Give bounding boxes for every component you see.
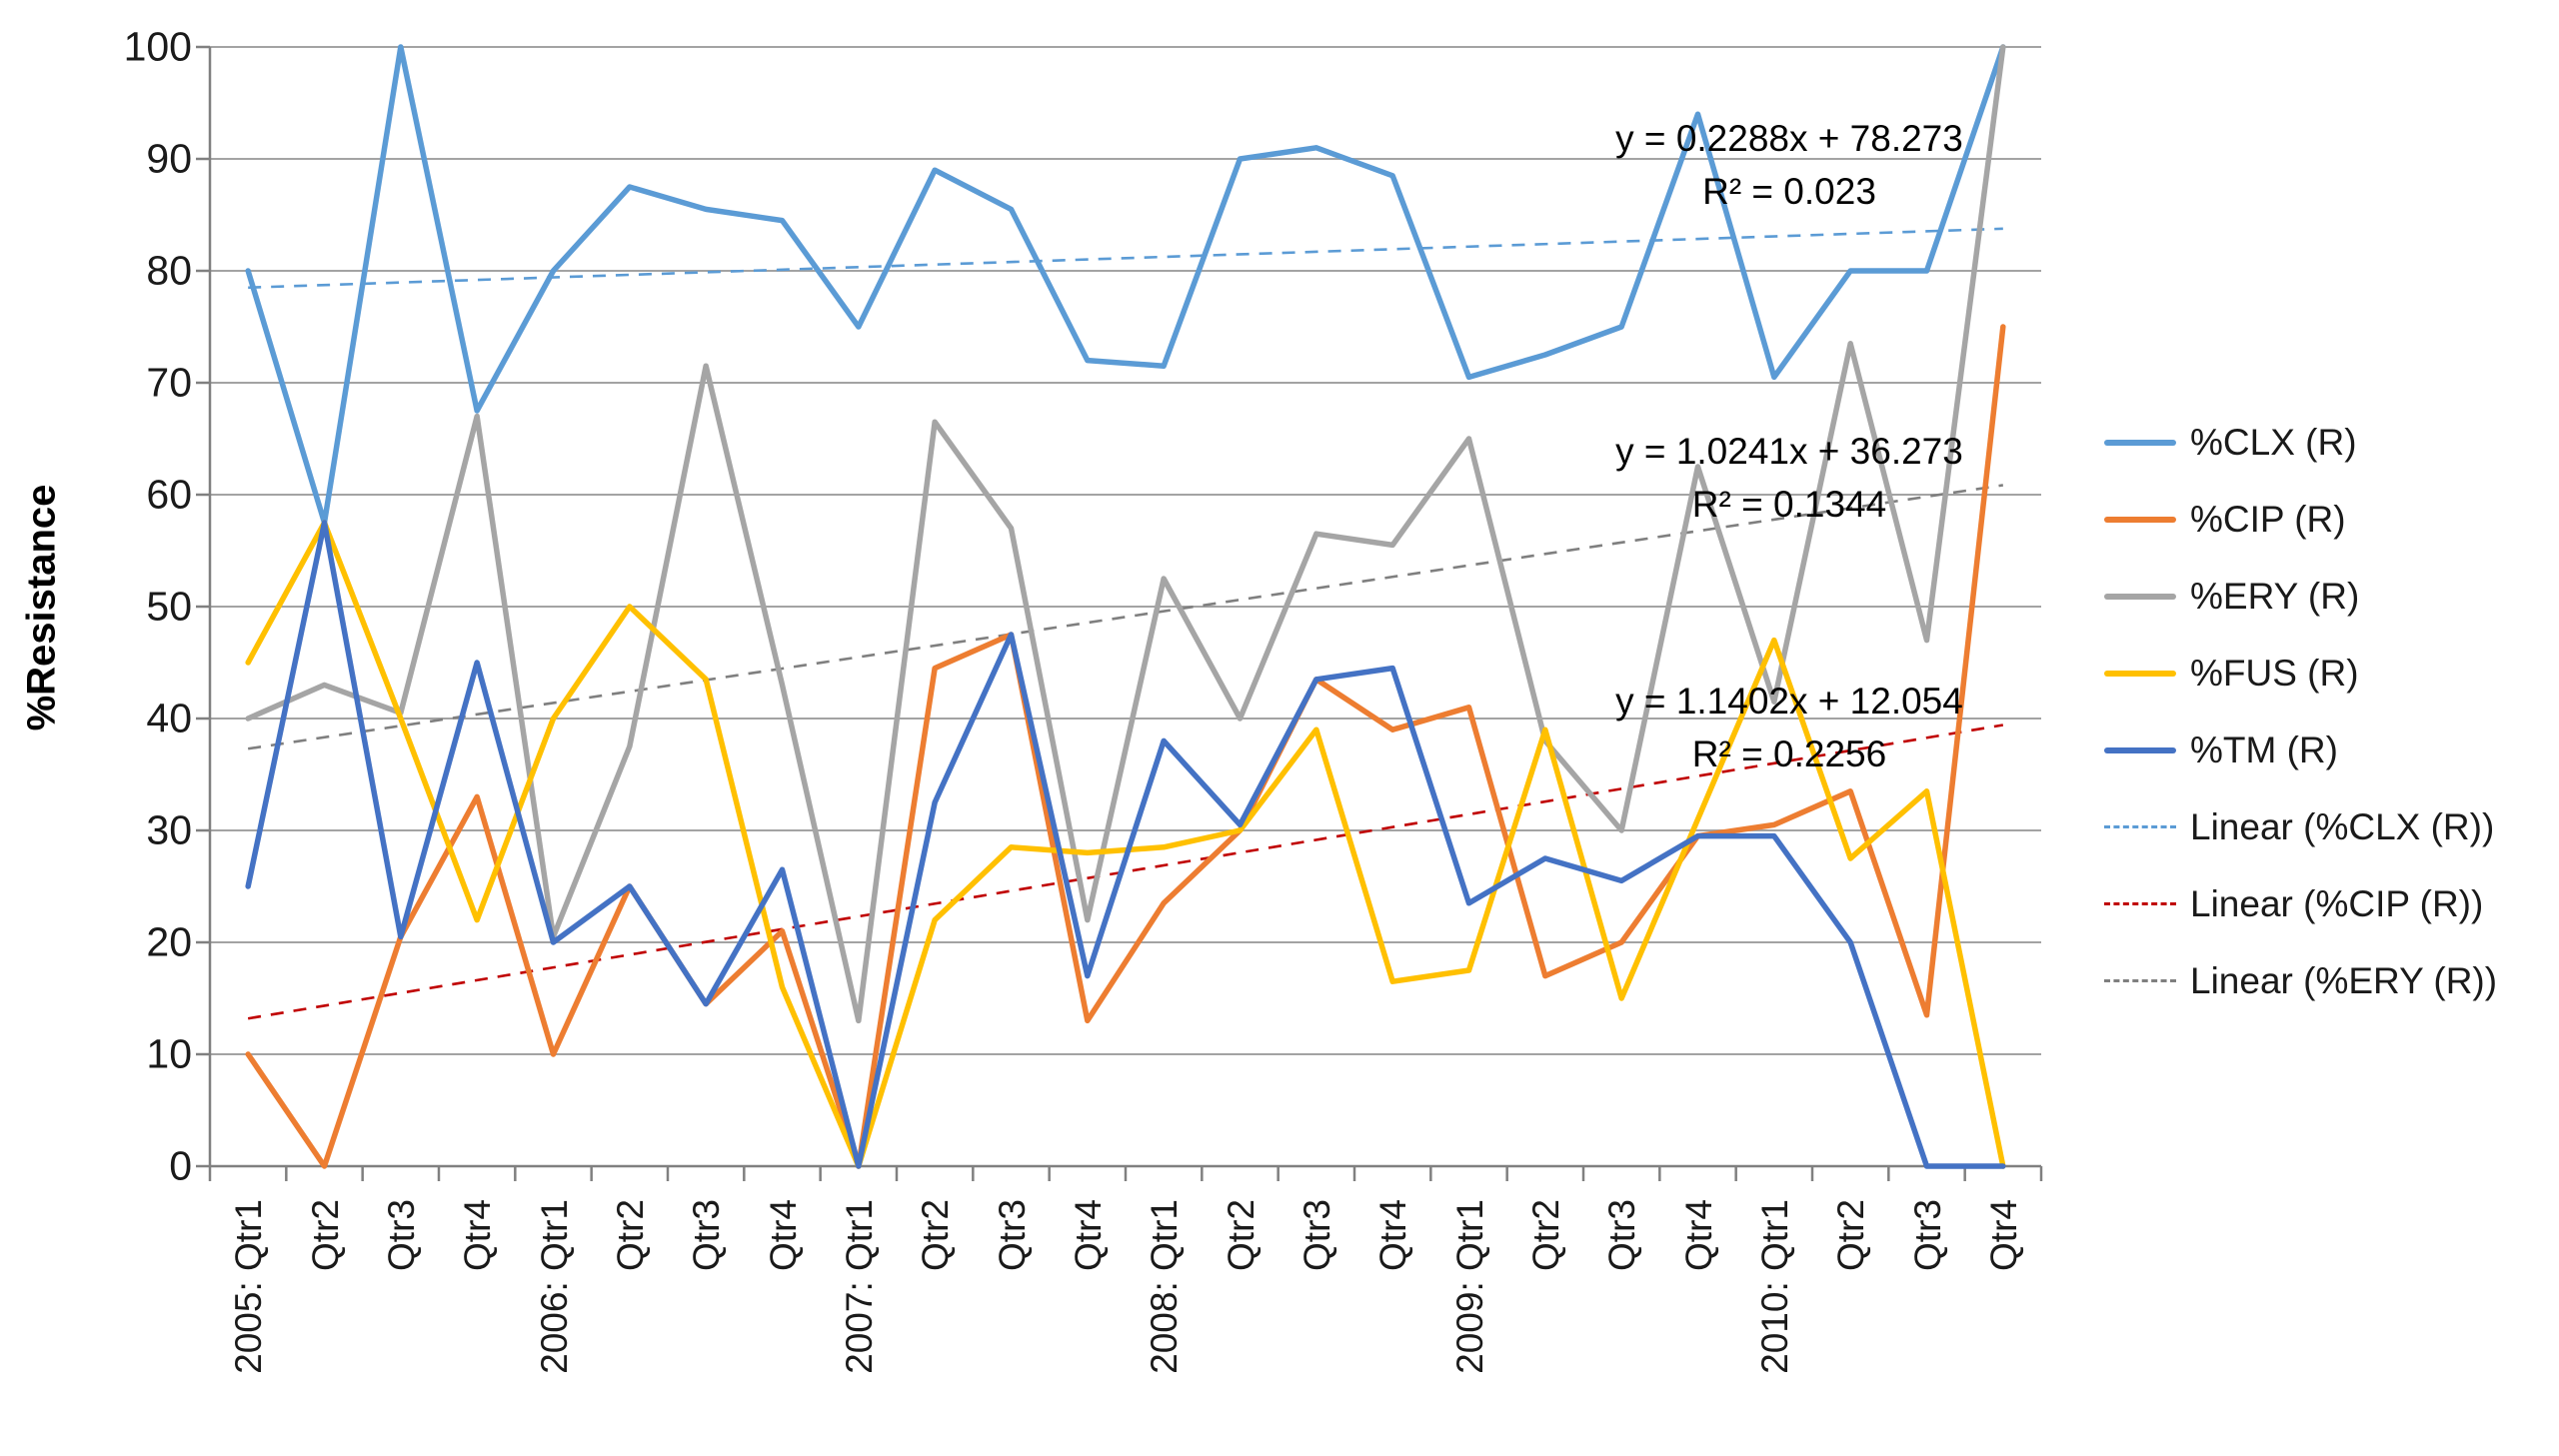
r-squared-text: R² = 0.1344 bbox=[1691, 484, 1887, 525]
legend-item-linear-ery-r-: Linear (%ERY (R)) bbox=[2104, 942, 2497, 1019]
chart-legend: %CLX (R) %CIP (R) %ERY (R) %FUS (R) %TM (R) L… bbox=[2104, 404, 2497, 1019]
trendline-equation-cip: y = 1.1402x + 12.054 R² = 0.2256 bbox=[1499, 675, 2079, 780]
dashed-line-swatch-icon bbox=[2104, 825, 2176, 828]
equation-text: y = 0.2288x + 78.273 bbox=[1615, 118, 1963, 159]
x-category-label-7: Qtr4 bbox=[762, 1199, 804, 1271]
x-category-label-16: 2009: Qtr1 bbox=[1448, 1199, 1490, 1374]
dashed-line-swatch-icon bbox=[2104, 979, 2176, 982]
x-category-label-21: Qtr2 bbox=[1830, 1199, 1872, 1271]
legend-item--tm-r-: %TM (R) bbox=[2104, 712, 2497, 788]
x-category-label-4: 2006: Qtr1 bbox=[533, 1199, 575, 1374]
series-line--tm-r- bbox=[245, 520, 2006, 1169]
x-category-label-19: Qtr4 bbox=[1677, 1199, 1719, 1271]
x-category-label-8: 2007: Qtr1 bbox=[838, 1199, 880, 1374]
x-category-label-6: Qtr3 bbox=[686, 1199, 728, 1271]
legend-label: Linear (%CLX (R)) bbox=[2190, 805, 2495, 847]
x-category-label-0: 2005: Qtr1 bbox=[228, 1199, 270, 1374]
series-line--fus-r- bbox=[245, 520, 2006, 1169]
x-category-label-9: Qtr2 bbox=[915, 1199, 957, 1271]
legend-item--clx-r-: %CLX (R) bbox=[2104, 404, 2497, 481]
x-category-label-14: Qtr3 bbox=[1295, 1199, 1337, 1271]
trendline-linear-ery-r- bbox=[247, 484, 2004, 750]
legend-label: %ERY (R) bbox=[2190, 575, 2360, 617]
r-squared-text: R² = 0.023 bbox=[1702, 171, 1876, 212]
legend-item-linear-cip-r-: Linear (%CIP (R)) bbox=[2104, 865, 2497, 942]
y-tick-label-30: 30 bbox=[146, 806, 192, 853]
x-category-label-15: Qtr4 bbox=[1372, 1199, 1414, 1271]
y-tick-label-50: 50 bbox=[146, 583, 192, 630]
x-category-label-23: Qtr4 bbox=[1982, 1199, 2024, 1271]
legend-label: %FUS (R) bbox=[2190, 652, 2359, 694]
x-category-label-2: Qtr3 bbox=[380, 1199, 422, 1271]
y-tick-label-90: 90 bbox=[146, 135, 192, 182]
legend-label: Linear (%CIP (R)) bbox=[2190, 882, 2484, 924]
y-tick-label-80: 80 bbox=[146, 247, 192, 294]
line-swatch-icon bbox=[2104, 516, 2176, 523]
x-category-label-22: Qtr3 bbox=[1906, 1199, 1948, 1271]
equation-text: y = 1.0241x + 36.273 bbox=[1615, 431, 1963, 472]
legend-label: %CIP (R) bbox=[2190, 498, 2346, 540]
x-category-label-12: 2008: Qtr1 bbox=[1144, 1199, 1186, 1374]
x-category-label-1: Qtr2 bbox=[304, 1199, 346, 1271]
x-category-label-20: 2010: Qtr1 bbox=[1753, 1199, 1795, 1374]
y-tick-label-20: 20 bbox=[146, 918, 192, 965]
line-swatch-icon bbox=[2104, 593, 2176, 600]
y-tick-label-100: 100 bbox=[123, 23, 192, 70]
line-swatch-icon bbox=[2104, 670, 2176, 677]
legend-label: %CLX (R) bbox=[2190, 421, 2357, 463]
line-swatch-icon bbox=[2104, 439, 2176, 446]
trendline-equation-clx: y = 0.2288x + 78.273 R² = 0.023 bbox=[1499, 112, 2079, 218]
y-tick-label-40: 40 bbox=[146, 695, 192, 741]
legend-label: %TM (R) bbox=[2190, 728, 2338, 770]
x-category-label-18: Qtr3 bbox=[1601, 1199, 1643, 1271]
dashed-line-swatch-icon bbox=[2104, 902, 2176, 905]
trendline-linear-cip-r- bbox=[247, 724, 2004, 1020]
legend-item--cip-r-: %CIP (R) bbox=[2104, 481, 2497, 558]
legend-item-linear-clx-r-: Linear (%CLX (R)) bbox=[2104, 788, 2497, 865]
series-line--ery-r- bbox=[245, 44, 2006, 1024]
x-category-label-5: Qtr2 bbox=[609, 1199, 651, 1271]
x-category-label-11: Qtr4 bbox=[1067, 1199, 1109, 1271]
trendline-equation-ery: y = 1.0241x + 36.273 R² = 0.1344 bbox=[1499, 425, 2079, 531]
legend-item--ery-r-: %ERY (R) bbox=[2104, 558, 2497, 635]
y-tick-label-10: 10 bbox=[146, 1030, 192, 1077]
r-squared-text: R² = 0.2256 bbox=[1691, 733, 1887, 774]
y-tick-label-60: 60 bbox=[146, 471, 192, 518]
line-swatch-icon bbox=[2104, 746, 2176, 753]
x-category-label-3: Qtr4 bbox=[457, 1199, 499, 1271]
y-tick-label-70: 70 bbox=[146, 359, 192, 406]
series-line--clx-r- bbox=[245, 44, 2006, 526]
trendline-linear-clx-r- bbox=[248, 227, 2003, 290]
x-category-label-17: Qtr2 bbox=[1524, 1199, 1566, 1271]
y-tick-label-0: 0 bbox=[169, 1142, 192, 1189]
legend-item--fus-r-: %FUS (R) bbox=[2104, 635, 2497, 712]
x-category-label-10: Qtr3 bbox=[991, 1199, 1033, 1271]
equation-text: y = 1.1402x + 12.054 bbox=[1615, 681, 1963, 722]
x-category-label-13: Qtr2 bbox=[1220, 1199, 1262, 1271]
legend-label: Linear (%ERY (R)) bbox=[2190, 959, 2498, 1001]
